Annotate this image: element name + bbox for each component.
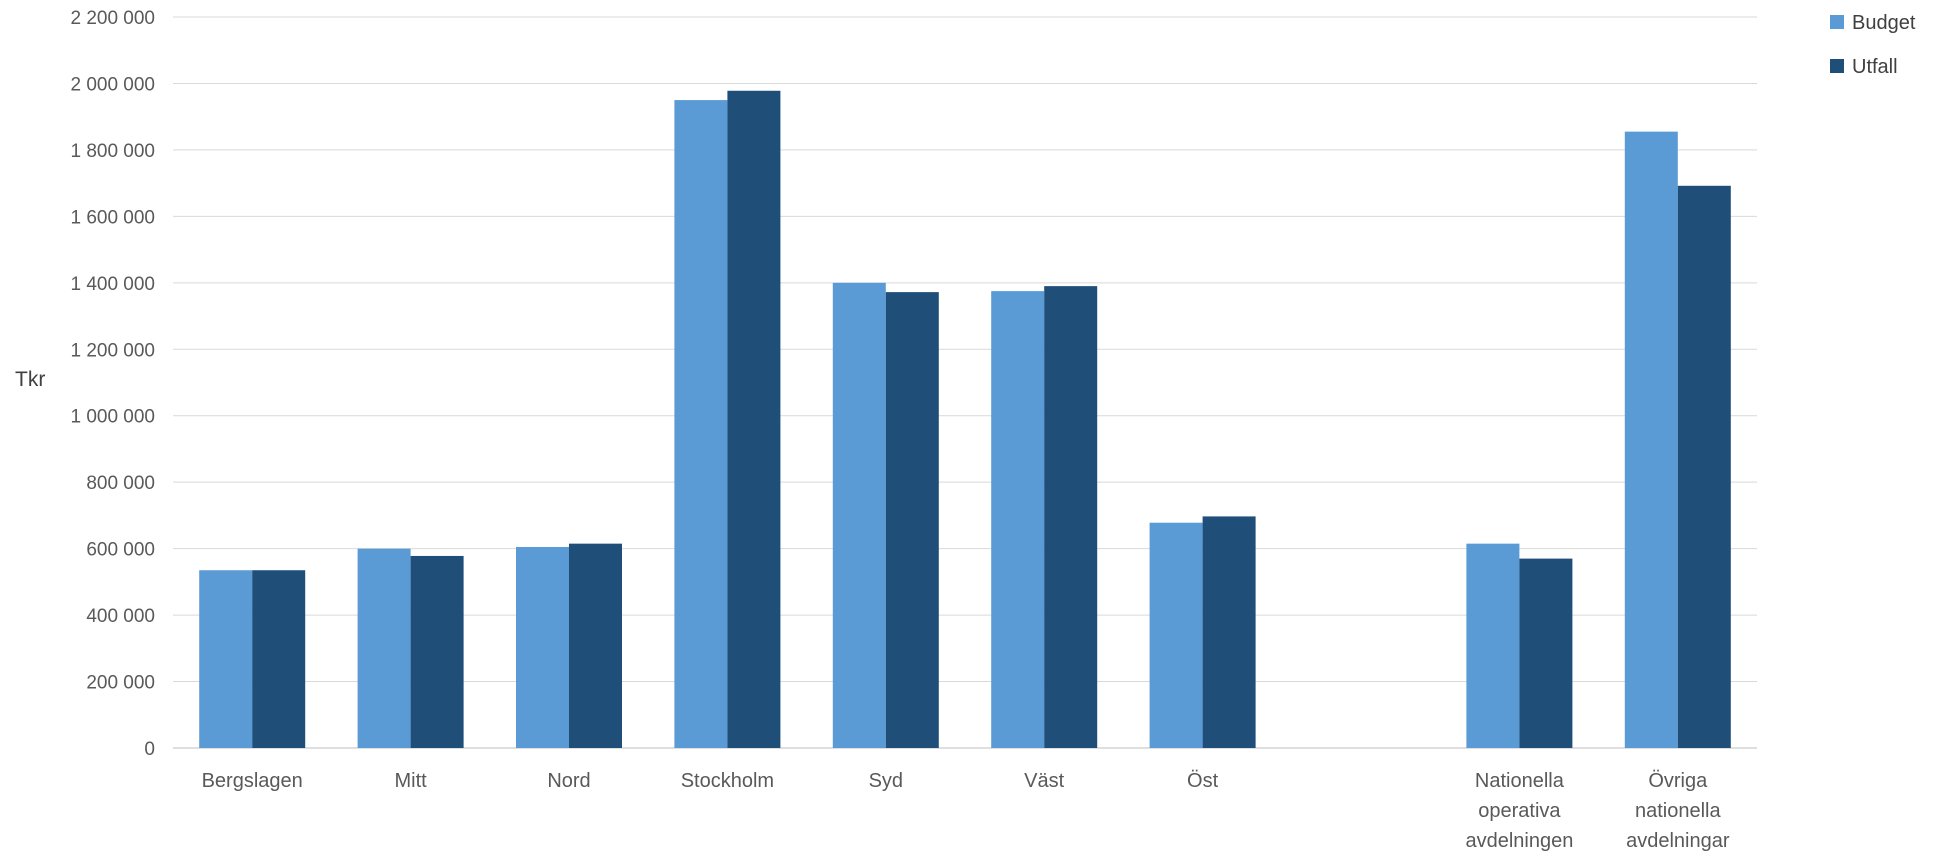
y-axis-tick-labels: 0 200 000 400 000 600 000 800 000 1 000 000 1 … — [70, 8, 155, 760]
bar-budget-0 — [199, 570, 253, 748]
x-axis-category-labels: Bergslagen Mitt Nord Stockholm Syd Väst Öst Nat… — [202, 770, 1730, 852]
bar-budget-9 — [1624, 131, 1678, 748]
bar-budget-1 — [357, 548, 411, 748]
bar-utfall-5 — [1044, 286, 1098, 748]
bar-budget-5 — [991, 291, 1045, 748]
bar-utfall-9 — [1677, 185, 1731, 748]
y-tick-label: 1 600 000 — [70, 207, 155, 228]
x-tick-label: Syd — [869, 770, 903, 792]
x-tick-label: Nord — [547, 770, 590, 792]
bar-utfall-3 — [727, 90, 781, 749]
y-tick-label: 1 000 000 — [70, 407, 155, 428]
y-tick-label: 1 800 000 — [70, 141, 155, 162]
legend: Budget Utfall — [1830, 12, 1916, 78]
bar-budget-8 — [1466, 543, 1520, 748]
y-tick-label: 2 000 000 — [70, 74, 155, 95]
bar-utfall-0 — [252, 570, 306, 748]
y-tick-label: 400 000 — [86, 606, 155, 627]
x-tick-label: nationella — [1635, 800, 1722, 822]
x-tick-label: operativa — [1478, 800, 1561, 822]
bars — [199, 90, 1731, 749]
bar-budget-4 — [832, 282, 886, 748]
x-tick-label: Stockholm — [681, 770, 774, 792]
y-tick-label: 1 400 000 — [70, 274, 155, 295]
legend-label-utfall: Utfall — [1852, 56, 1898, 78]
legend-swatch-budget — [1830, 15, 1844, 29]
x-tick-label: avdelningen — [1465, 830, 1573, 852]
x-tick-label: Bergslagen — [202, 770, 303, 792]
y-axis-title: Tkr — [15, 368, 45, 391]
x-tick-label: avdelningar — [1626, 830, 1730, 852]
x-tick-label: Öst — [1187, 770, 1219, 792]
bar-utfall-6 — [1202, 516, 1256, 748]
y-tick-label: 600 000 — [86, 540, 155, 561]
bar-utfall-8 — [1519, 558, 1573, 748]
y-tick-label: 2 200 000 — [70, 8, 155, 29]
legend-label-budget: Budget — [1852, 12, 1916, 34]
bar-utfall-1 — [410, 555, 464, 748]
bar-utfall-2 — [569, 543, 622, 748]
bar-utfall-4 — [885, 292, 939, 748]
bar-budget-3 — [674, 100, 728, 749]
y-tick-label: 1 200 000 — [70, 340, 155, 361]
x-tick-label: Nationella — [1475, 770, 1565, 792]
y-tick-label: 0 — [144, 739, 155, 760]
bar-budget-6 — [1149, 522, 1203, 748]
y-tick-label: 200 000 — [86, 673, 155, 694]
legend-swatch-utfall — [1830, 59, 1844, 73]
x-tick-label: Mitt — [394, 770, 427, 792]
x-tick-label: Väst — [1024, 770, 1064, 792]
bar-budget-2 — [516, 546, 569, 748]
x-tick-label: Övriga — [1648, 770, 1708, 792]
y-tick-label: 800 000 — [86, 473, 155, 494]
